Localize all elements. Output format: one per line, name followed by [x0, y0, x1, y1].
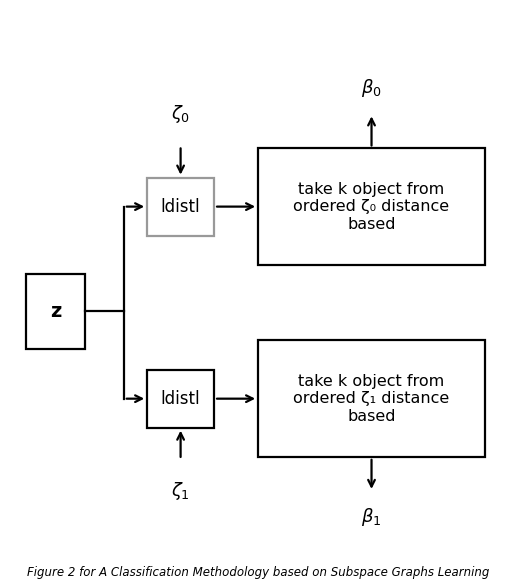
- Text: $\beta_1$: $\beta_1$: [361, 506, 382, 528]
- Bar: [258, 148, 485, 265]
- Text: take k object from
ordered ζ₀ distance
based: take k object from ordered ζ₀ distance b…: [294, 182, 449, 232]
- Text: ldistl: ldistl: [161, 390, 200, 407]
- Bar: [147, 178, 214, 236]
- Text: z: z: [50, 302, 61, 321]
- Text: Figure 2 for A Classification Methodology based on Subspace Graphs Learning: Figure 2 for A Classification Methodolog…: [27, 566, 489, 579]
- Text: take k object from
ordered ζ₁ distance
based: take k object from ordered ζ₁ distance b…: [294, 374, 449, 424]
- Text: $\zeta_1$: $\zeta_1$: [171, 480, 190, 502]
- Text: $\zeta_0$: $\zeta_0$: [171, 103, 190, 125]
- Bar: [147, 370, 214, 428]
- Text: $\beta_0$: $\beta_0$: [361, 77, 382, 99]
- Bar: [26, 274, 85, 349]
- Bar: [258, 340, 485, 457]
- Text: ldistl: ldistl: [161, 198, 200, 215]
